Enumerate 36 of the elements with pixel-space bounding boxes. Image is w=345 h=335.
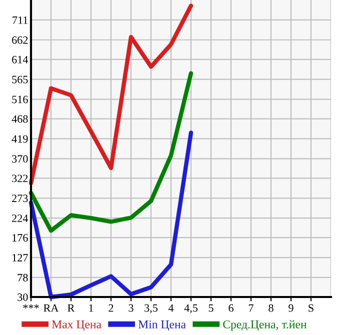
y-tick-label: 322 [12, 174, 28, 182]
y-tick-label: 468 [12, 115, 28, 123]
x-tick-label: 1 [89, 304, 94, 312]
x-tick-label: 3,5 [144, 304, 158, 314]
y-tick-label: 516 [12, 96, 28, 104]
legend-label: Сред.Цена, т.йен [223, 320, 306, 331]
y-tick-label: 176 [12, 234, 28, 242]
legend-label: Min Цена [138, 320, 186, 331]
x-tick-label: *** [23, 304, 39, 308]
x-tick-label: 8 [268, 304, 274, 312]
line-series [28, 71, 194, 233]
x-tick-label: 7 [248, 304, 254, 312]
y-tick-label: 662 [12, 36, 28, 44]
x-tick-label: 9 [288, 304, 294, 312]
y-tick-label: 370 [12, 155, 28, 163]
y-tick-label: 711 [12, 16, 28, 24]
y-tick-label: 127 [12, 254, 28, 262]
y-tick-label: 30 [18, 293, 28, 301]
y-tick-label: 419 [12, 135, 28, 143]
line-series [28, 130, 194, 300]
x-tick-label: 4,5 [184, 304, 198, 314]
x-tick-label: R [68, 304, 75, 312]
y-tick-label: 224 [12, 214, 28, 222]
y-tick-label: 614 [12, 56, 28, 64]
y-tick-label: 273 [12, 194, 28, 202]
x-tick-label: 2 [108, 304, 114, 312]
legend-label: Max Цена [52, 320, 102, 331]
x-tick-label: 4 [168, 304, 174, 312]
y-tick-label: 565 [12, 76, 28, 84]
x-tick-label: S [308, 304, 314, 312]
x-tick-label: RA [44, 304, 59, 312]
x-tick-label: 5 [208, 304, 214, 312]
line-series [28, 4, 194, 186]
x-tick-label: 6 [228, 304, 234, 312]
y-tick-label: 78 [18, 274, 28, 282]
x-tick-label: 3 [128, 304, 134, 312]
